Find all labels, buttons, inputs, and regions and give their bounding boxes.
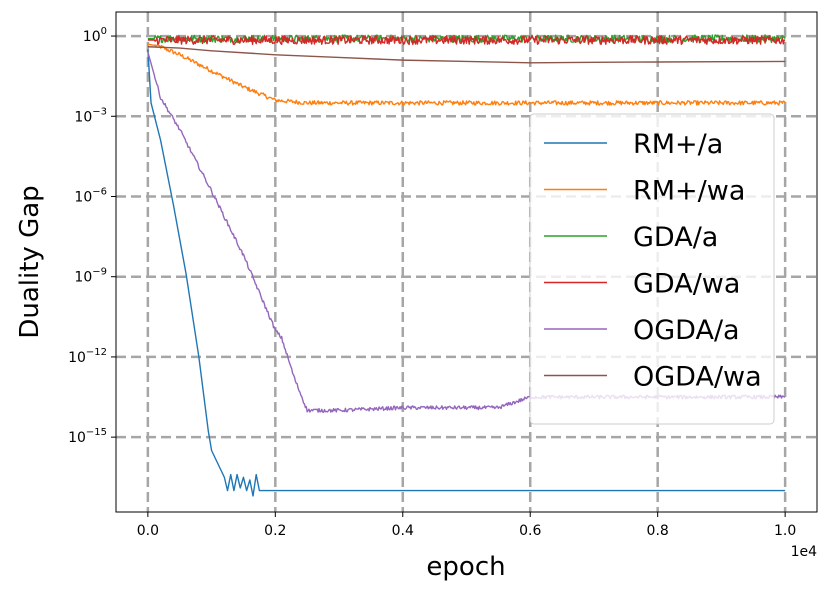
series-line (147, 46, 786, 64)
y-tick-base: 10 (74, 109, 92, 125)
legend-label: OGDA/a (633, 315, 740, 346)
series-line (147, 35, 786, 46)
y-tick-base: 10 (68, 350, 86, 366)
y-tick-label: 10−6 (74, 186, 107, 205)
y-tick-label: 100 (83, 26, 107, 45)
y-tick-exponent: −15 (86, 427, 107, 438)
y-tick-base: 10 (74, 189, 92, 205)
y-tick-exponent: −6 (92, 186, 107, 197)
y-tick-label: 10−15 (68, 427, 107, 446)
x-tick-label: 0.2 (264, 523, 286, 539)
y-tick-exponent: −3 (92, 106, 107, 117)
x-tick-label: 1.0 (774, 523, 796, 539)
y-tick-label: 10−12 (68, 347, 107, 366)
x-tick-label: 0.4 (392, 523, 414, 539)
y-tick-label: 10−3 (74, 106, 107, 125)
x-tick-label: 0.8 (647, 523, 669, 539)
y-tick-base: 10 (74, 270, 92, 286)
legend-label: RM+/wa (633, 176, 745, 207)
legend-label: RM+/a (633, 129, 723, 160)
legend-label: GDA/a (633, 222, 718, 253)
x-axis-ticks: 0.0 0.2 0.4 0.6 0.8 1.0 (137, 512, 796, 539)
y-tick-label: 10−9 (74, 267, 107, 286)
y-tick-base: 10 (83, 29, 101, 45)
legend: RM+/a RM+/wa GDA/a GDA/wa OGDA/a OGDA/wa (529, 113, 775, 425)
legend-label: OGDA/wa (633, 362, 762, 393)
x-axis-title: epoch (426, 552, 505, 582)
legend-label: GDA/wa (633, 269, 740, 300)
plot-frame (115, 11, 818, 513)
series-line (147, 43, 786, 106)
x-tick-label: 0.6 (519, 523, 541, 539)
y-tick-exponent: −12 (86, 347, 107, 358)
series-line (147, 49, 786, 497)
x-tick-label: 0.0 (137, 523, 159, 539)
x-offset-text: 1e4 (791, 544, 818, 560)
y-tick-exponent: 0 (101, 26, 107, 37)
y-tick-base: 10 (68, 430, 86, 446)
y-tick-exponent: −9 (92, 267, 107, 278)
legend-box (529, 113, 775, 425)
y-axis-title: Duality Gap (15, 185, 45, 338)
